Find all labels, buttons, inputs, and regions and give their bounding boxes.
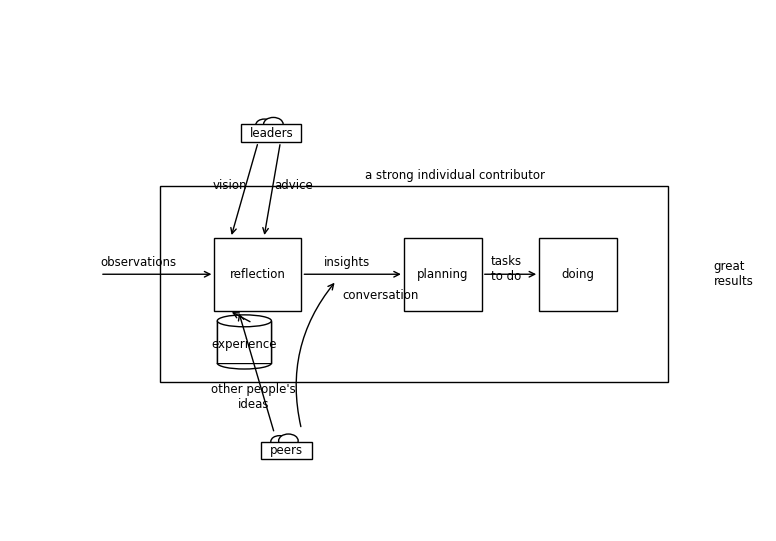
- Polygon shape: [267, 447, 292, 457]
- Bar: [404, 238, 482, 311]
- Text: peers: peers: [270, 444, 303, 457]
- Bar: [217, 321, 272, 363]
- Polygon shape: [252, 131, 277, 140]
- Polygon shape: [258, 131, 288, 140]
- Text: reflection: reflection: [230, 268, 286, 281]
- Text: planning: planning: [417, 268, 469, 281]
- Text: advice: advice: [275, 179, 314, 192]
- Text: great
results: great results: [713, 260, 753, 288]
- Bar: [160, 186, 668, 381]
- Text: vision: vision: [213, 179, 248, 192]
- Text: experience: experience: [212, 338, 277, 351]
- Text: tasks
to do: tasks to do: [491, 255, 522, 283]
- Text: other people's
ideas: other people's ideas: [211, 382, 296, 411]
- Text: a strong individual contributor: a strong individual contributor: [365, 169, 545, 182]
- Text: insights: insights: [324, 256, 371, 269]
- Bar: [241, 124, 301, 142]
- Text: observations: observations: [100, 256, 176, 269]
- Text: leaders: leaders: [250, 127, 293, 140]
- Circle shape: [264, 117, 283, 131]
- Bar: [539, 238, 617, 311]
- Circle shape: [271, 436, 288, 447]
- Ellipse shape: [217, 315, 272, 327]
- Text: conversation: conversation: [342, 289, 419, 302]
- Bar: [214, 238, 301, 311]
- Bar: [261, 442, 312, 459]
- Circle shape: [279, 434, 298, 447]
- Bar: [218, 321, 271, 363]
- Polygon shape: [274, 447, 303, 457]
- Text: doing: doing: [562, 268, 594, 281]
- Circle shape: [256, 119, 273, 131]
